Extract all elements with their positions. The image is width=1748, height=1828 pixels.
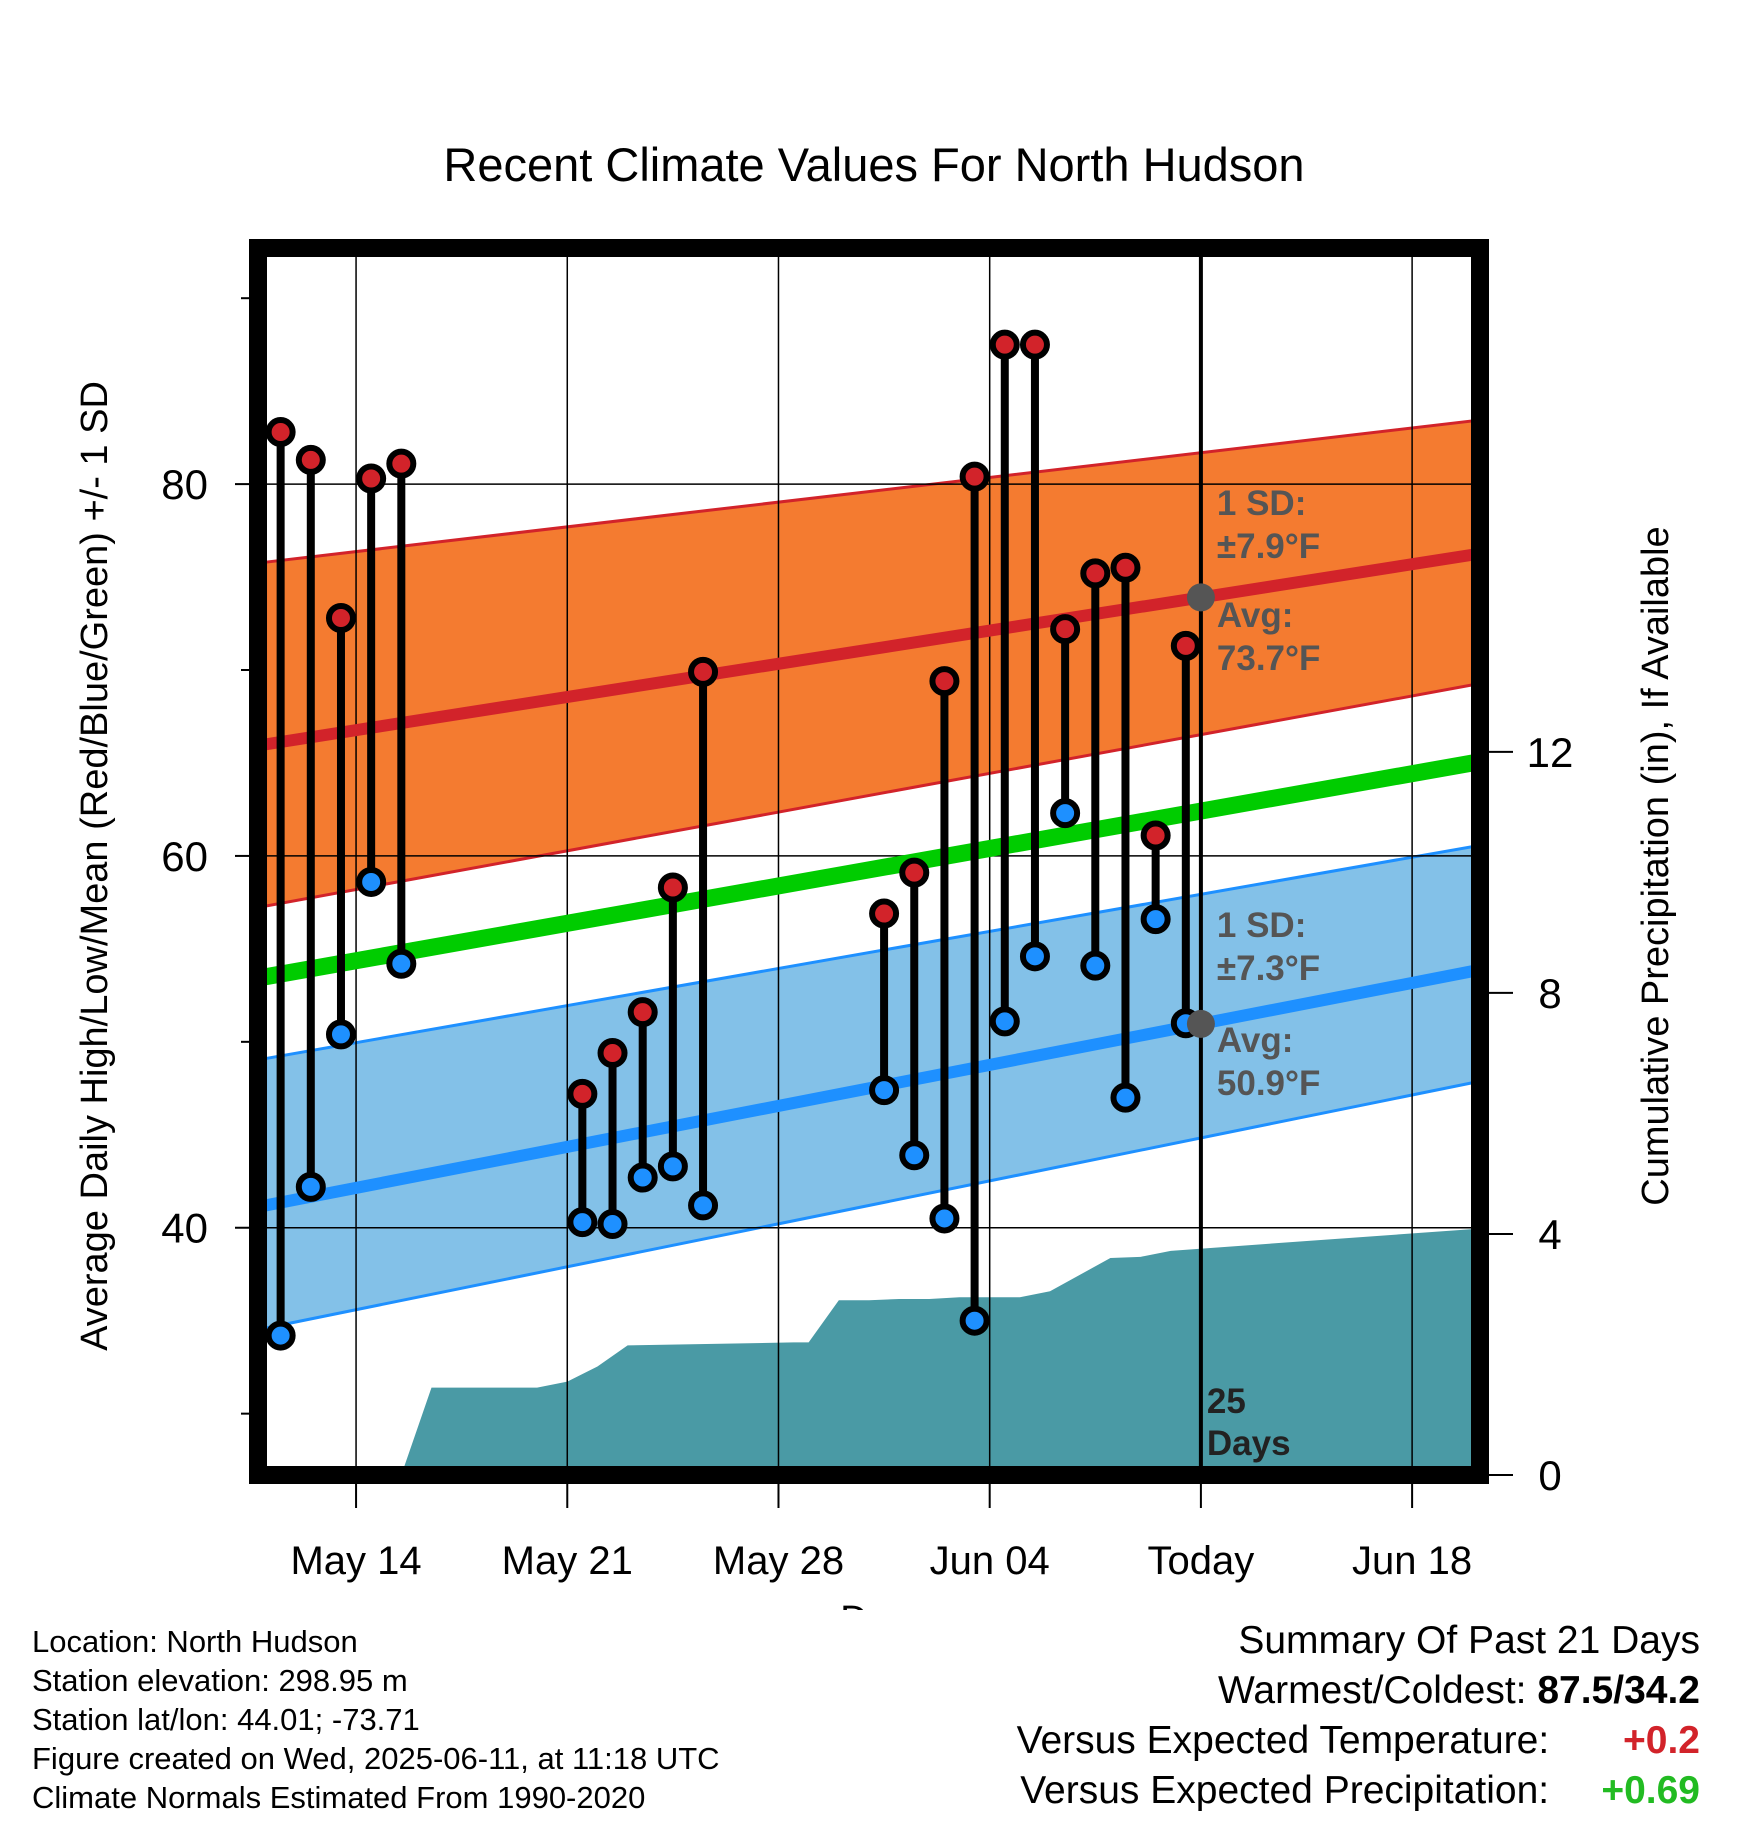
location-text: Location: North Hudson: [32, 1624, 358, 1659]
y2-tick-label: 4: [1538, 1211, 1561, 1258]
low-avg-value: 50.9°F: [1217, 1064, 1321, 1103]
daily-high-point: [1019, 329, 1050, 360]
daily-low-point: [1019, 941, 1050, 972]
x-tick-label: May 14: [290, 1539, 421, 1583]
plot-frame: [249, 239, 1489, 1484]
daily-high-point: [1170, 630, 1201, 661]
daily-low-point: [1110, 1082, 1141, 1113]
temp-departure-label: Versus Expected Temperature:: [1016, 1719, 1550, 1762]
low-sd-label: 1 SD:: [1217, 906, 1306, 945]
y2-tick-label: 8: [1538, 970, 1561, 1017]
created-text: Figure created on Wed, 2025-06-11, at 11…: [32, 1741, 720, 1776]
normals-text: Climate Normals Estimated From 1990-2020: [32, 1780, 646, 1815]
daily-high-point: [989, 329, 1020, 360]
daily-high-point: [567, 1078, 598, 1109]
daily-high-point: [325, 602, 356, 633]
daily-low-point: [356, 866, 387, 897]
temp-departure-value: +0.2: [1623, 1719, 1700, 1762]
daily-low-point: [899, 1140, 930, 1171]
daily-low-point: [386, 948, 417, 979]
daily-low-point: [989, 1006, 1020, 1037]
daily-low-point: [597, 1209, 628, 1240]
temp-departure-row: Versus Expected Temperature: +0.2: [1017, 1716, 1700, 1766]
daily-low-point: [627, 1162, 658, 1193]
chart-title: Recent Climate Values For North Hudson: [443, 138, 1304, 191]
daily-high-point: [959, 461, 990, 492]
daily-high-point: [356, 463, 387, 494]
daily-high-point: [597, 1037, 628, 1068]
summary-heading: Summary Of Past 21 Days: [1238, 1619, 1700, 1662]
high-avg-value: 73.7°F: [1217, 639, 1321, 678]
daily-high-point: [295, 444, 326, 475]
warmest-coldest-row: Warmest/Coldest: 87.5/34.2: [1017, 1666, 1700, 1716]
daily-low-point: [1080, 950, 1111, 981]
precip-departure-label: Versus Expected Precipitation:: [1020, 1769, 1550, 1812]
high-avg-label: Avg:: [1217, 596, 1293, 635]
x-tick-label: Jun 18: [1352, 1539, 1472, 1583]
days-count-label: 25: [1207, 1382, 1246, 1421]
daily-low-point: [567, 1207, 598, 1238]
daily-low-point: [1140, 904, 1171, 935]
low-normal-line: [264, 965, 1474, 1212]
precip-departure-value: +0.69: [1601, 1769, 1700, 1812]
x-tick-label: Jun 04: [930, 1539, 1050, 1583]
warmest-coldest-value: 87.5/34.2: [1537, 1669, 1700, 1712]
climate-chart: Recent Climate Values For North Hudson 1…: [74, 138, 1677, 1610]
x-tick-label: May 21: [502, 1539, 633, 1583]
x-tick-label: Today: [1148, 1539, 1255, 1583]
daily-high-point: [869, 898, 900, 929]
high-sd-value: ±7.9°F: [1217, 527, 1320, 566]
daily-high-point: [386, 448, 417, 479]
high-sd-label: 1 SD:: [1217, 484, 1306, 523]
daily-high-point: [1080, 558, 1111, 589]
daily-low-point: [959, 1305, 990, 1336]
today-low-normal-marker: [1186, 1009, 1215, 1038]
y2-axis-label: Cumulative Precipitation (in), If Availa…: [1635, 526, 1677, 1205]
x-axis-label: Day: [840, 1599, 908, 1610]
daily-high-point: [688, 656, 719, 687]
y2-tick-label: 0: [1538, 1452, 1561, 1499]
summary-panel: Summary Of Past 21 Days Warmest/Coldest:…: [1017, 1616, 1700, 1816]
high-normal-line: [264, 548, 1474, 751]
today-high-normal-marker: [1186, 583, 1215, 612]
warmest-coldest-label: Warmest/Coldest:: [1218, 1669, 1527, 1712]
daily-high-point: [1140, 820, 1171, 851]
latlon-text: Station lat/lon: 44.01; -73.71: [32, 1702, 420, 1737]
daily-high-point: [899, 857, 930, 888]
daily-high-point: [265, 417, 296, 448]
days-word-label: Days: [1207, 1424, 1291, 1463]
daily-high-point: [1050, 614, 1081, 645]
y-tick-label: 40: [161, 1205, 208, 1252]
daily-low-point: [869, 1075, 900, 1106]
elevation-text: Station elevation: 298.95 m: [32, 1663, 408, 1698]
y-tick-label: 60: [161, 833, 208, 880]
y-tick-label: 80: [161, 461, 208, 508]
daily-high-point: [657, 872, 688, 903]
y2-tick-label: 12: [1527, 729, 1574, 776]
plot-area: 1 SD: ±7.9°F Avg: 73.7°F 1 SD: ±7.3°F Avg: 50.9…: [161, 239, 1574, 1583]
low-avg-label: Avg:: [1217, 1021, 1293, 1060]
y-axis-label: Average Daily High/Low/Mean (Red/Blue/Gr…: [74, 381, 116, 1351]
daily-high-point: [627, 997, 658, 1028]
daily-low-point: [657, 1151, 688, 1182]
daily-low-point: [929, 1203, 960, 1234]
precip-departure-row: Versus Expected Precipitation: +0.69: [1017, 1766, 1700, 1816]
x-tick-label: May 28: [713, 1539, 844, 1583]
daily-low-point: [688, 1190, 719, 1221]
daily-low-point: [1050, 798, 1081, 829]
daily-low-point: [295, 1171, 326, 1202]
daily-low-point: [265, 1320, 296, 1351]
daily-high-point: [929, 666, 960, 697]
mean-normal-line: [264, 754, 1474, 986]
daily-high-point: [1110, 552, 1141, 583]
daily-low-point: [325, 1019, 356, 1050]
station-info: Location: North Hudson Station elevation…: [32, 1622, 720, 1817]
low-sd-value: ±7.3°F: [1217, 949, 1320, 988]
